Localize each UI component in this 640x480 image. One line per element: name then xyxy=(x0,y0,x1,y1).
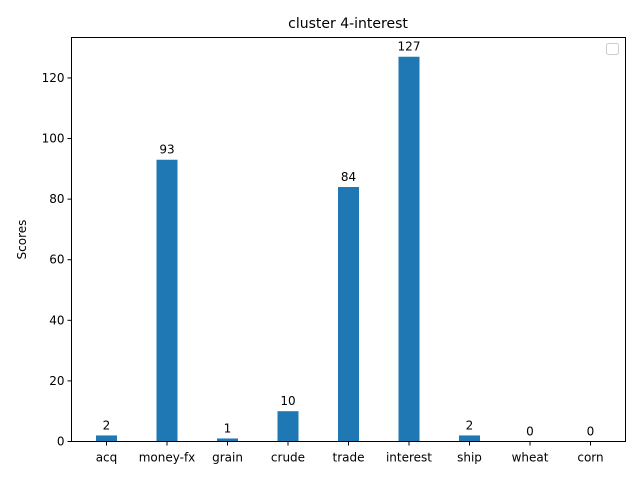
chart-title: cluster 4-interest xyxy=(288,16,408,32)
bar-value-label-wheat: 0 xyxy=(526,425,534,439)
bar-value-label-trade: 84 xyxy=(341,170,356,184)
bar-ship xyxy=(459,435,480,442)
x-tick-label-trade: trade xyxy=(333,451,365,465)
bar-acq xyxy=(96,435,117,442)
x-tick-label-corn: corn xyxy=(577,451,603,465)
y-axis: 0 20 40 60 80 100 120 xyxy=(42,71,72,449)
bar-value-label-money-fx: 93 xyxy=(159,143,174,157)
y-tick-label-80: 80 xyxy=(49,192,64,206)
y-tick-label-40: 40 xyxy=(49,313,64,327)
bar-money-fx xyxy=(156,159,178,442)
x-tick-label-acq: acq xyxy=(96,451,118,465)
y-tick-label-100: 100 xyxy=(42,132,65,146)
legend-box xyxy=(606,43,619,55)
bar-value-label-grain: 1 xyxy=(224,421,232,435)
bar-trade xyxy=(338,187,359,442)
y-tick-label-60: 60 xyxy=(49,253,64,267)
x-tick-label-ship: ship xyxy=(457,451,482,465)
bar-value-label-corn: 0 xyxy=(587,425,595,439)
y-tick-label-0: 0 xyxy=(57,435,65,449)
bar-grain xyxy=(217,438,238,442)
y-axis-label: Scores xyxy=(15,220,29,260)
plot-frame xyxy=(71,37,626,442)
bar-value-label-interest: 127 xyxy=(398,40,421,54)
y-tick-label-120: 120 xyxy=(42,71,65,85)
bar-interest xyxy=(398,56,420,442)
x-tick-label-interest: interest xyxy=(386,451,432,465)
y-tick-label-20: 20 xyxy=(49,374,64,388)
x-tick-label-wheat: wheat xyxy=(512,451,549,465)
bars-group xyxy=(96,56,480,442)
bar-value-label-acq: 2 xyxy=(103,418,111,432)
bar-value-label-crude: 10 xyxy=(280,394,295,408)
bar-crude xyxy=(277,411,299,442)
bar-labels-group: 2 93 1 10 84 127 2 0 0 xyxy=(103,40,595,439)
bar-value-label-ship: 2 xyxy=(466,418,474,432)
x-tick-label-money-fx: money-fx xyxy=(139,451,196,465)
x-tick-label-grain: grain xyxy=(212,451,243,465)
x-tick-label-crude: crude xyxy=(271,451,305,465)
x-axis: acq money-fx grain crude trade interest ship wh… xyxy=(96,441,604,465)
